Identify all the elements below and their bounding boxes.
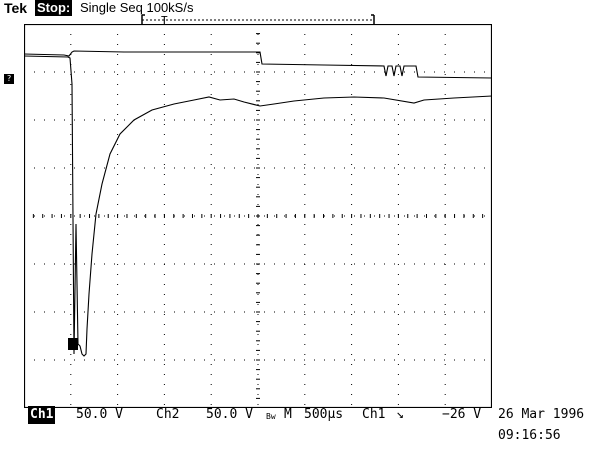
- timebase-value: 500µs: [304, 407, 344, 422]
- channel-1-button[interactable]: Ch1: [28, 406, 56, 424]
- trigger-slope-icon: ↘: [396, 407, 404, 422]
- trigger-level: −26 V: [442, 407, 482, 422]
- waveform-display[interactable]: [24, 24, 492, 408]
- channel-2-scale: 50.0 V: [206, 407, 253, 422]
- acquisition-status-badge: Stop:: [35, 0, 73, 16]
- channel-1-trace: [24, 55, 492, 357]
- channel-2-trace: [24, 50, 492, 79]
- bandwidth-limit-icon: Bw: [266, 412, 276, 421]
- capture-date: 26 Mar 1996: [498, 407, 585, 422]
- channel-1-scale: 50.0 V: [76, 407, 123, 422]
- trigger-point-icon: [68, 338, 78, 350]
- brand-label: Tek: [4, 0, 28, 16]
- svg-text:T: T: [161, 14, 168, 26]
- settings-readout: Ch1 50.0 V Ch2 50.0 V Bw M 500µs Ch1 ↘ −…: [0, 406, 600, 424]
- channel-2-button[interactable]: Ch2: [156, 407, 180, 422]
- timebase-label: M: [284, 407, 292, 422]
- channel-marker-icon: ?: [4, 74, 14, 84]
- capture-time: 09:16:56: [498, 428, 561, 443]
- acquisition-mode-label: Single Seq 100kS/s: [80, 0, 194, 15]
- trigger-source: Ch1: [362, 407, 386, 422]
